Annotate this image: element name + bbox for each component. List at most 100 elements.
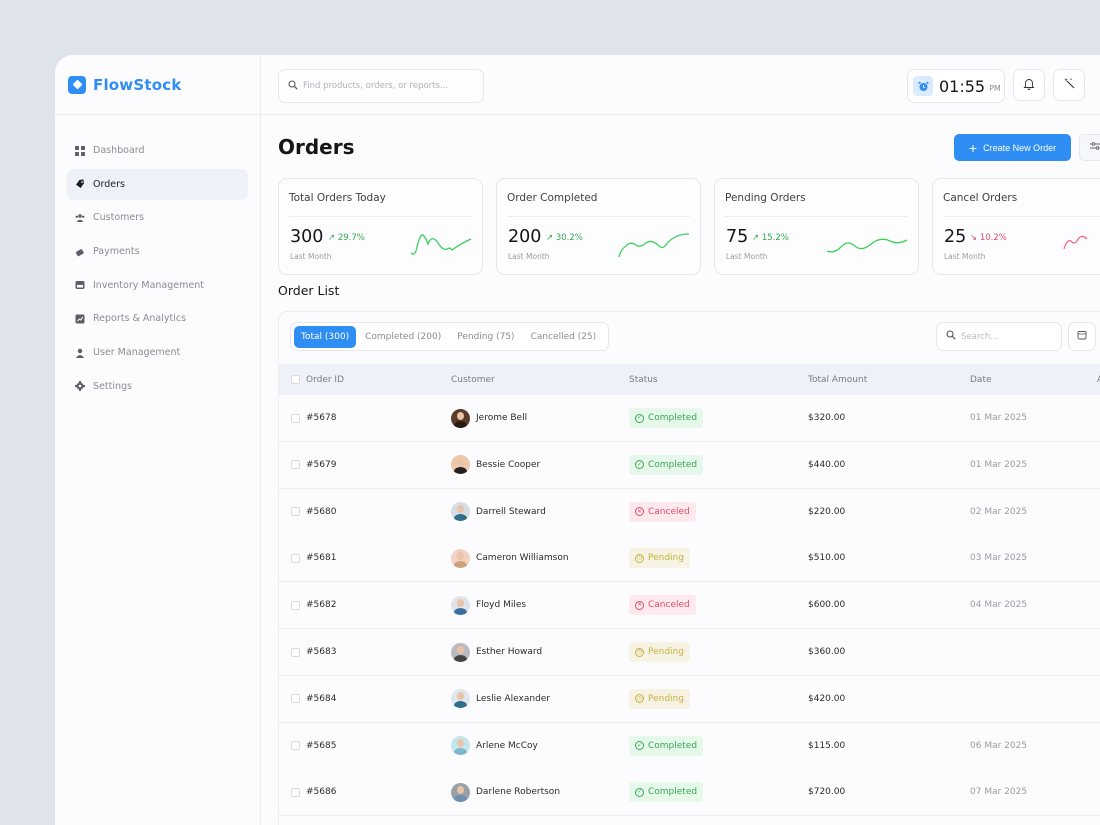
row-checkbox[interactable] — [291, 413, 300, 423]
stat-change: ↗ 15.2% — [752, 233, 789, 243]
col-status[interactable]: Status — [629, 374, 658, 385]
gear-icon — [75, 381, 85, 392]
calendar-icon — [1077, 330, 1087, 343]
user-icon — [75, 348, 85, 358]
sidebar-item-dashboard[interactable]: Dashboard — [67, 135, 248, 166]
status-badge: ✓ Completed — [629, 782, 704, 803]
sidebar-item-reports-analytics[interactable]: Reports & Analytics — [67, 303, 248, 334]
sidebar-item-settings[interactable]: Settings — [67, 371, 248, 402]
status-cell: ✓ Completed — [629, 454, 704, 475]
select-all-checkbox[interactable] — [291, 375, 300, 384]
status-cell: ✓ Completed — [629, 408, 704, 428]
total-amount: $220.00 — [808, 506, 846, 517]
order-date: 02 Mar 2025 — [970, 506, 1028, 517]
completed-status-icon: ✓ — [635, 460, 644, 470]
stat-value: 75 — [726, 227, 749, 247]
table-row[interactable]: #5685 Arlene McCoy ✓ Completed $115.00 06 Mar… — [279, 722, 1100, 770]
sidebar-item-orders[interactable]: Orders — [67, 168, 248, 200]
avatar — [451, 642, 470, 662]
filter-button[interactable] — [1079, 134, 1100, 161]
status-cell: ✓ Completed — [629, 735, 704, 756]
search-icon — [288, 79, 298, 93]
order-date: 01 Mar 2025 — [970, 413, 1028, 423]
avatar — [451, 782, 470, 802]
completed-status-icon: ✓ — [635, 787, 644, 797]
table-row[interactable]: #5681 Cameron Williamson ◷ Pending $510.00 03… — [279, 535, 1100, 583]
sidebar-item-label: Orders — [93, 178, 125, 190]
col-total-amount[interactable]: Total Amount — [808, 374, 868, 385]
stat-subtitle: Last Month — [508, 252, 550, 261]
tab-total[interactable]: Total (300) — [294, 325, 357, 348]
status-badge: ◷ Pending — [629, 548, 690, 569]
total-amount: $115.00 — [808, 740, 846, 751]
sidebar-item-customers[interactable]: Customers — [67, 202, 248, 233]
customer-name: Cameron Williamson — [476, 553, 569, 564]
sidebar-item-user-management[interactable]: User Management — [67, 337, 248, 368]
customer-name: Darrell Steward — [476, 506, 546, 517]
col-date[interactable]: Date — [970, 374, 992, 385]
table-search-input[interactable] — [961, 331, 1051, 342]
status-cell: ✕ Canceled — [629, 595, 696, 616]
sidebar-item-payments[interactable]: Payments — [67, 236, 248, 267]
stat-subtitle: Last Month — [726, 252, 768, 261]
customer-name: Esther Howard — [476, 647, 543, 657]
row-checkbox[interactable] — [291, 553, 300, 563]
table-search[interactable] — [936, 322, 1062, 351]
stat-change: ↗ 29.7% — [328, 233, 365, 243]
row-checkbox[interactable] — [291, 647, 300, 657]
avatar — [451, 595, 470, 615]
table-row[interactable]: #5683 Esther Howard ◷ Pending $360.00 — [279, 629, 1100, 676]
canceled-status-icon: ✕ — [635, 507, 644, 517]
col-action[interactable]: A — [1097, 375, 1100, 385]
total-amount: $320.00 — [808, 413, 846, 423]
total-amount: $420.00 — [808, 693, 846, 704]
sidebar-item-label: Customers — [93, 212, 145, 224]
status-badge: ✕ Canceled — [629, 595, 696, 616]
brand-logo-icon — [68, 75, 86, 94]
row-checkbox[interactable] — [291, 600, 300, 610]
date-filter-button[interactable] — [1068, 322, 1096, 351]
table-row[interactable]: #5678 Jerome Bell ✓ Completed $320.00 01 Mar … — [279, 395, 1100, 442]
row-checkbox[interactable] — [291, 787, 300, 797]
stat-value: 300 — [290, 227, 324, 247]
status-cell: ✕ Canceled — [629, 501, 696, 522]
global-search[interactable] — [278, 69, 484, 103]
table-row[interactable]: #5680 Darrell Steward ✕ Canceled $220.00 02 M… — [279, 488, 1100, 536]
total-amount: $720.00 — [808, 787, 846, 798]
row-checkbox[interactable] — [291, 694, 300, 704]
tab-pending[interactable]: Pending (75) — [457, 331, 515, 342]
order-id: #5679 — [306, 459, 337, 470]
magic-wand-button[interactable] — [1053, 69, 1085, 101]
notifications-button[interactable] — [1013, 69, 1045, 101]
sidebar-item-inventory-management[interactable]: Inventory Management — [67, 270, 248, 301]
tab-completed[interactable]: Completed (200) — [365, 331, 442, 342]
customer-name: Bessie Cooper — [476, 459, 541, 470]
table-row[interactable]: #5679 Bessie Cooper ✓ Completed $440.00 01 Ma… — [279, 441, 1100, 489]
order-id: #5686 — [306, 787, 337, 798]
table-row[interactable]: #5686 Darlene Robertson ✓ Completed $720.00 0… — [279, 769, 1100, 817]
tab-cancelled[interactable]: Cancelled (25) — [530, 331, 597, 342]
sidebar-nav: Dashboard Orders Customers Payments — [55, 115, 260, 402]
stat-change: ↗ 30.2% — [546, 233, 583, 243]
stat-value: 25 — [944, 227, 967, 247]
row-checkbox[interactable] — [291, 741, 300, 751]
col-customer[interactable]: Customer — [451, 374, 495, 385]
table-row[interactable]: #5684 Leslie Alexander ◷ Pending $420.00 — [279, 675, 1100, 723]
global-search-input[interactable] — [303, 81, 473, 91]
create-new-order-button[interactable]: + Create New Order — [954, 134, 1071, 161]
bell-icon — [1023, 77, 1035, 93]
canceled-status-icon: ✕ — [635, 600, 644, 610]
trend-down-icon: ↘ — [970, 233, 978, 243]
stat-card-cancel-orders: Cancel Orders 25 ↘ 10.2% Last Month — [932, 178, 1100, 275]
row-checkbox[interactable] — [291, 460, 300, 470]
table-row[interactable]: #5682 Floyd Miles ✕ Canceled $600.00 04 Mar 2… — [279, 582, 1100, 630]
main-content: Orders + Create New Order Total Orders T… — [261, 115, 1100, 825]
avatar — [451, 548, 470, 568]
trend-up-icon: ↗ — [546, 233, 554, 243]
col-order-id[interactable]: Order ID — [306, 374, 345, 385]
status-badge: ◷ Pending — [629, 688, 690, 709]
magic-wand-icon — [1063, 77, 1076, 93]
row-checkbox[interactable] — [291, 507, 300, 517]
brand[interactable]: FlowStock — [55, 55, 260, 115]
status-cell: ◷ Pending — [629, 642, 690, 662]
